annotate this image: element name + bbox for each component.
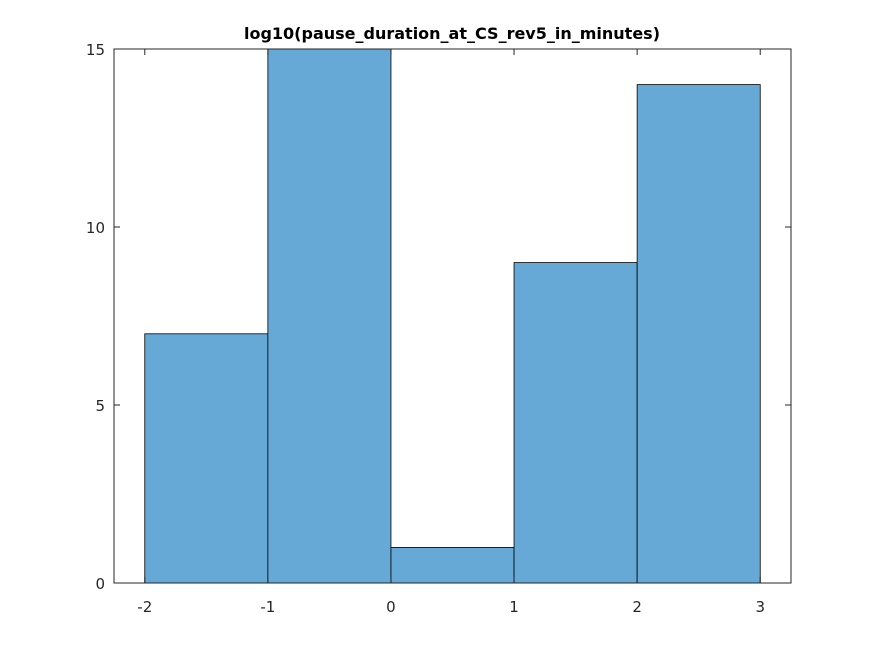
histogram-bar	[513, 262, 638, 584]
histogram-bar	[267, 48, 392, 584]
y-tick-label: 15	[86, 41, 105, 59]
x-tick-label: 3	[755, 598, 765, 616]
x-tick-label: 2	[632, 598, 642, 616]
x-tick-label: 0	[386, 598, 396, 616]
x-tick-label: -2	[137, 598, 152, 616]
x-tick-label: 1	[509, 598, 519, 616]
y-tick-label: 5	[95, 397, 105, 415]
histogram-bar	[144, 333, 269, 584]
y-tick-label: 10	[86, 219, 105, 237]
histogram-bar	[636, 84, 761, 584]
y-tick-label: 0	[95, 575, 105, 593]
x-tick-label: -1	[260, 598, 275, 616]
ticks-group: -2 -1 0 1 2 3 0 5 10 15	[86, 41, 791, 616]
bars-group	[144, 48, 761, 584]
histogram-bar	[390, 547, 515, 584]
chart-title: log10(pause_duration_at_CS_rev5_in_minut…	[244, 24, 660, 43]
axes-box	[113, 48, 792, 584]
